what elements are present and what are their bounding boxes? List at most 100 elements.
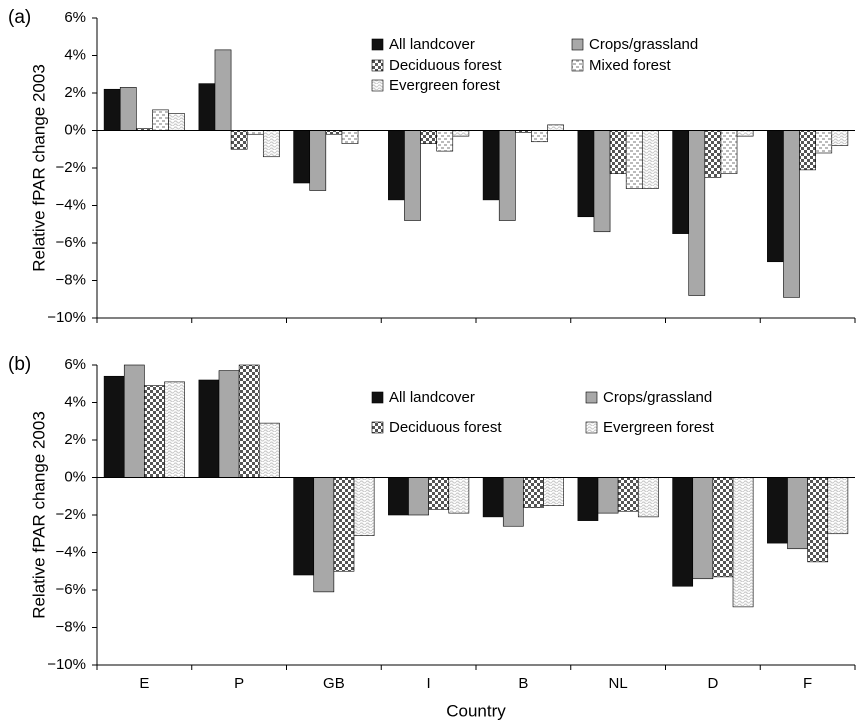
bar: [767, 477, 788, 544]
bar: [144, 385, 165, 478]
bar: [498, 130, 516, 221]
y-tick-label: 0%: [64, 121, 86, 138]
legend-label: Crops/grassland: [589, 36, 698, 53]
bar: [428, 477, 450, 510]
y-tick-label: 6%: [64, 9, 86, 26]
bar: [238, 364, 260, 478]
legend-label: Evergreen forest: [389, 77, 501, 94]
bar: [313, 477, 335, 593]
bar: [452, 130, 470, 137]
bar: [543, 477, 564, 506]
bar: [341, 130, 359, 144]
bar: [692, 477, 714, 580]
y-axis-title: Relative fPAR change 2003: [29, 64, 48, 272]
legend-swatch: [585, 421, 598, 434]
bar: [523, 477, 544, 508]
bar: [732, 477, 754, 608]
bar: [420, 130, 437, 144]
y-tick-label: 0%: [64, 468, 86, 485]
bar: [712, 477, 734, 578]
bar: [388, 477, 409, 516]
bar: [103, 375, 125, 478]
bar: [198, 379, 220, 478]
bar: [168, 113, 185, 131]
y-tick-label: 6%: [64, 356, 86, 373]
legend-swatch: [371, 391, 384, 404]
panel-label: (a): [8, 7, 31, 28]
bar: [617, 477, 639, 512]
bar: [123, 364, 145, 478]
y-tick-label: −8%: [56, 618, 86, 635]
bar: [246, 130, 264, 135]
bar: [293, 130, 311, 184]
bar: [672, 477, 694, 587]
bar: [807, 477, 829, 563]
bar: [577, 130, 595, 218]
bar: [404, 130, 421, 221]
x-tick-label: NL: [609, 675, 628, 692]
y-axis-title: Relative fPAR change 2003: [29, 411, 48, 619]
y-tick-label: −6%: [56, 581, 86, 598]
bar: [787, 477, 808, 550]
bar: [198, 83, 216, 131]
bar: [625, 130, 643, 189]
bar: [218, 370, 240, 478]
bar: [482, 130, 500, 201]
bar: [577, 477, 599, 521]
bar: [103, 88, 121, 131]
bar: [448, 477, 470, 514]
bar: [325, 130, 343, 135]
bar: [547, 124, 564, 131]
x-axis-title: Country: [446, 701, 506, 720]
bar: [688, 130, 706, 296]
y-tick-label: −4%: [56, 543, 86, 560]
y-tick-label: 2%: [64, 84, 86, 101]
bar: [641, 130, 659, 189]
bar: [783, 130, 800, 298]
bar: [436, 130, 454, 152]
bar: [597, 477, 619, 514]
bar: [152, 109, 169, 131]
bar: [736, 130, 754, 137]
bar: [593, 130, 611, 233]
y-tick-label: −6%: [56, 234, 86, 251]
x-tick-label: I: [427, 675, 431, 692]
bar: [767, 130, 784, 263]
legend-swatch: [371, 421, 384, 434]
bar: [815, 130, 833, 154]
x-tick-label: E: [139, 675, 149, 692]
bar: [230, 130, 248, 150]
bar: [720, 130, 738, 174]
bar: [293, 477, 315, 576]
y-tick-label: 4%: [64, 393, 86, 410]
legend-swatch: [371, 38, 384, 51]
bar: [609, 130, 627, 174]
bar: [119, 87, 137, 131]
bar: [831, 130, 849, 146]
bar: [672, 130, 690, 234]
legend-label: Deciduous forest: [389, 419, 502, 436]
x-tick-label: B: [518, 675, 528, 692]
x-tick-label: D: [707, 675, 718, 692]
legend-swatch: [571, 59, 584, 72]
legend-label: Crops/grassland: [603, 389, 712, 406]
legend-label: All landcover: [389, 36, 475, 53]
y-tick-label: 2%: [64, 431, 86, 448]
bar: [309, 130, 327, 191]
y-tick-label: −2%: [56, 506, 86, 523]
bar: [531, 130, 548, 143]
bar: [827, 477, 849, 535]
y-tick-label: −10%: [47, 309, 86, 326]
bar: [333, 477, 355, 572]
legend-label: Deciduous forest: [389, 57, 502, 74]
legend-swatch: [371, 79, 384, 92]
y-tick-label: −8%: [56, 271, 86, 288]
y-tick-label: −2%: [56, 159, 86, 176]
legend-label: Mixed forest: [589, 57, 672, 74]
bar: [704, 130, 722, 178]
bar: [408, 477, 429, 516]
legend-swatch: [585, 391, 598, 404]
y-tick-label: 4%: [64, 46, 86, 63]
y-tick-label: −10%: [47, 656, 86, 673]
